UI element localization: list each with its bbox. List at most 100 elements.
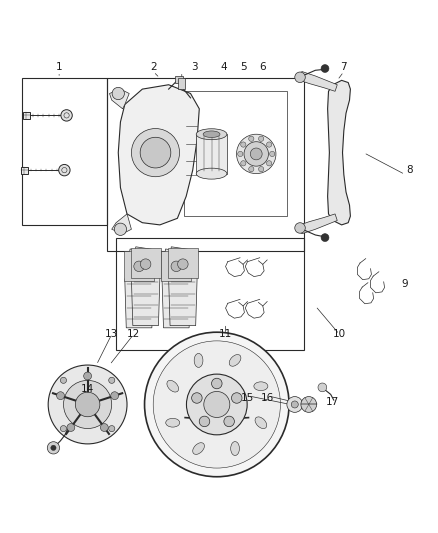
Circle shape [48, 365, 127, 444]
Circle shape [295, 223, 305, 233]
Circle shape [249, 166, 254, 172]
Bar [184, 91, 287, 216]
Circle shape [187, 374, 247, 435]
Bar [124, 251, 154, 280]
Circle shape [109, 377, 115, 383]
Ellipse shape [193, 443, 205, 454]
Circle shape [140, 259, 151, 269]
Circle shape [131, 128, 180, 177]
Text: 3: 3 [191, 62, 198, 72]
Polygon shape [298, 71, 337, 91]
Bar [168, 248, 198, 278]
Circle shape [57, 392, 64, 400]
Circle shape [171, 261, 181, 272]
Text: 12: 12 [127, 329, 140, 340]
Ellipse shape [167, 381, 179, 392]
Circle shape [224, 416, 234, 427]
Text: 7: 7 [340, 62, 347, 72]
Text: 6: 6 [259, 62, 266, 72]
Ellipse shape [166, 418, 180, 427]
Circle shape [47, 442, 60, 454]
Text: 2: 2 [150, 62, 157, 72]
Circle shape [266, 160, 272, 166]
Ellipse shape [194, 353, 203, 367]
Circle shape [241, 142, 246, 147]
Bar [116, 238, 304, 350]
Circle shape [60, 425, 67, 432]
Circle shape [321, 233, 329, 241]
Circle shape [301, 397, 317, 413]
Ellipse shape [196, 129, 227, 140]
Circle shape [287, 397, 303, 413]
Text: 8: 8 [406, 165, 413, 175]
Circle shape [114, 223, 127, 236]
Circle shape [145, 332, 289, 477]
Circle shape [232, 393, 242, 403]
Circle shape [59, 165, 70, 176]
Circle shape [153, 341, 280, 468]
Ellipse shape [254, 382, 268, 391]
Polygon shape [328, 80, 350, 225]
Circle shape [134, 261, 144, 272]
Text: 10: 10 [333, 329, 346, 340]
Ellipse shape [255, 417, 267, 429]
Polygon shape [169, 247, 198, 326]
Polygon shape [118, 85, 199, 225]
Circle shape [100, 424, 108, 431]
Ellipse shape [203, 131, 220, 138]
Circle shape [177, 259, 188, 269]
Circle shape [212, 378, 222, 389]
Circle shape [109, 425, 115, 432]
Bar [196, 134, 227, 174]
Circle shape [241, 160, 246, 166]
Circle shape [258, 166, 264, 172]
Circle shape [318, 383, 327, 392]
Text: 16: 16 [261, 393, 274, 403]
Ellipse shape [229, 354, 241, 366]
Circle shape [199, 416, 210, 427]
Circle shape [111, 392, 119, 400]
Text: 13: 13 [105, 329, 118, 340]
Circle shape [140, 138, 171, 168]
Circle shape [321, 64, 329, 72]
Text: 9: 9 [402, 279, 409, 289]
Circle shape [191, 393, 202, 403]
Polygon shape [110, 89, 129, 109]
Circle shape [244, 142, 268, 166]
Bar [22, 78, 107, 225]
Bar [131, 248, 161, 278]
FancyBboxPatch shape [21, 167, 28, 174]
Ellipse shape [231, 441, 240, 456]
FancyBboxPatch shape [178, 78, 185, 88]
Circle shape [291, 401, 298, 408]
Circle shape [112, 87, 124, 100]
Polygon shape [112, 214, 131, 233]
Circle shape [75, 392, 100, 417]
Text: 4: 4 [220, 62, 227, 72]
Bar [107, 78, 304, 251]
Text: 14: 14 [81, 384, 94, 394]
Circle shape [84, 372, 92, 380]
Text: 1: 1 [56, 62, 63, 72]
Polygon shape [298, 214, 337, 233]
Ellipse shape [196, 168, 227, 179]
Circle shape [64, 381, 112, 429]
Circle shape [238, 151, 243, 157]
Polygon shape [125, 249, 155, 328]
Circle shape [269, 151, 275, 157]
Circle shape [60, 377, 67, 383]
Circle shape [67, 424, 75, 431]
Bar [161, 251, 191, 280]
Circle shape [204, 391, 230, 417]
Text: 11: 11 [219, 329, 232, 340]
Text: 17: 17 [326, 397, 339, 407]
Circle shape [237, 134, 276, 174]
Polygon shape [162, 249, 191, 328]
Circle shape [61, 110, 72, 121]
Circle shape [51, 445, 56, 450]
Polygon shape [131, 247, 161, 326]
FancyBboxPatch shape [175, 76, 183, 84]
FancyBboxPatch shape [23, 112, 30, 119]
Circle shape [250, 148, 262, 160]
Circle shape [295, 72, 305, 83]
